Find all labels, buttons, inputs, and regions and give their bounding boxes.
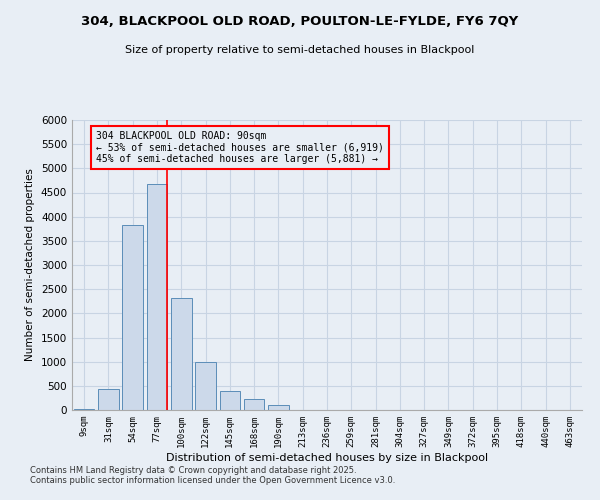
Text: Contains HM Land Registry data © Crown copyright and database right 2025.
Contai: Contains HM Land Registry data © Crown c… bbox=[30, 466, 395, 485]
Text: 304, BLACKPOOL OLD ROAD, POULTON-LE-FYLDE, FY6 7QY: 304, BLACKPOOL OLD ROAD, POULTON-LE-FYLD… bbox=[82, 15, 518, 28]
Text: Size of property relative to semi-detached houses in Blackpool: Size of property relative to semi-detach… bbox=[125, 45, 475, 55]
Bar bbox=[244, 399, 265, 410]
X-axis label: Distribution of semi-detached houses by size in Blackpool: Distribution of semi-detached houses by … bbox=[166, 452, 488, 462]
Bar bbox=[146, 184, 167, 410]
Bar bbox=[122, 226, 143, 410]
Text: 304 BLACKPOOL OLD ROAD: 90sqm
← 53% of semi-detached houses are smaller (6,919)
: 304 BLACKPOOL OLD ROAD: 90sqm ← 53% of s… bbox=[96, 130, 384, 164]
Bar bbox=[195, 362, 216, 410]
Bar bbox=[74, 408, 94, 410]
Bar bbox=[98, 388, 119, 410]
Bar bbox=[268, 404, 289, 410]
Bar bbox=[171, 298, 191, 410]
Y-axis label: Number of semi-detached properties: Number of semi-detached properties bbox=[25, 168, 35, 362]
Bar bbox=[220, 391, 240, 410]
